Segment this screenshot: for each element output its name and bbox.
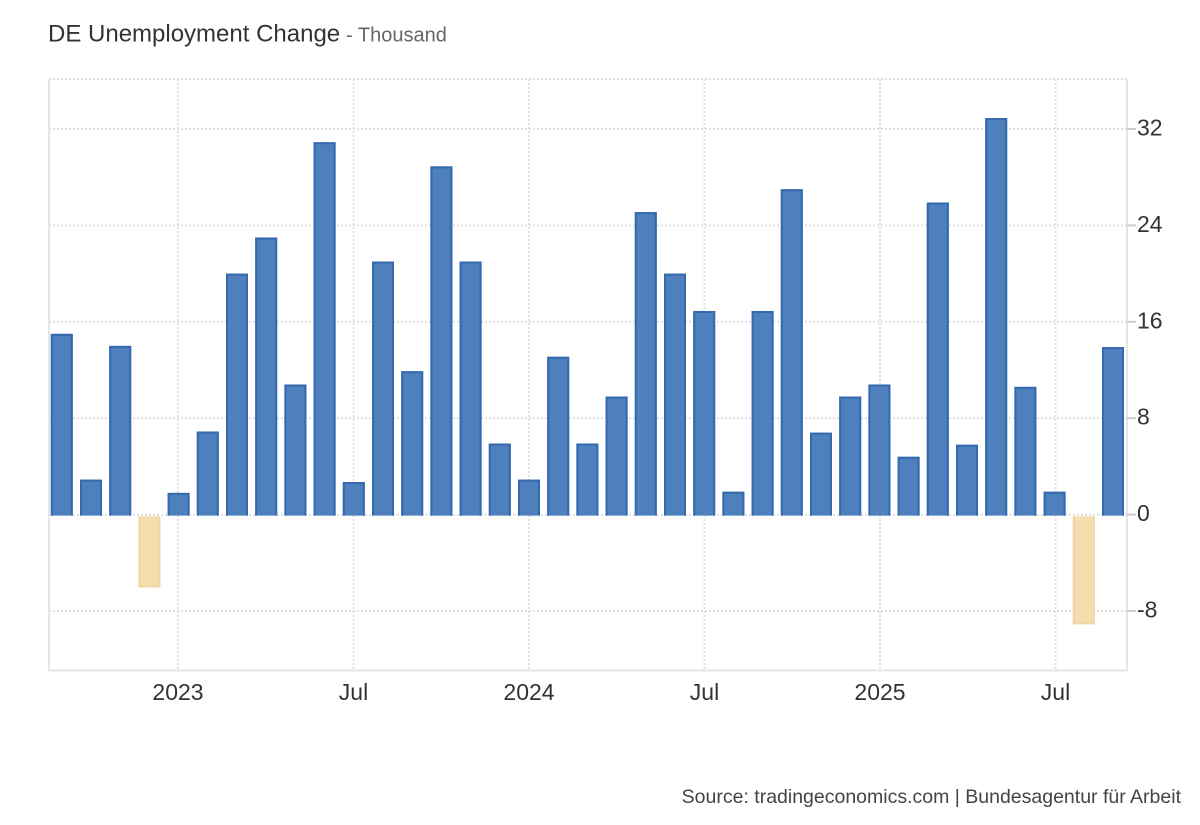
svg-text:- Thousand: - Thousand: [346, 25, 447, 47]
svg-text:DE Unemployment Change: DE Unemployment Change: [48, 21, 340, 48]
svg-text:2024: 2024: [503, 679, 554, 705]
svg-text:8: 8: [1137, 404, 1150, 430]
svg-text:Jul: Jul: [339, 679, 368, 705]
svg-text:2025: 2025: [854, 679, 905, 705]
svg-text:0: 0: [1137, 500, 1150, 526]
svg-text:Jul: Jul: [1041, 679, 1070, 705]
svg-text:Source: tradingeconomics.com |: Source: tradingeconomics.com | Bundesage…: [682, 786, 1182, 808]
svg-text:32: 32: [1137, 115, 1163, 141]
svg-text:16: 16: [1137, 307, 1163, 333]
svg-text:2023: 2023: [152, 679, 203, 705]
svg-text:-8: -8: [1137, 597, 1157, 623]
svg-text:24: 24: [1137, 211, 1163, 237]
svg-text:Jul: Jul: [690, 679, 719, 705]
